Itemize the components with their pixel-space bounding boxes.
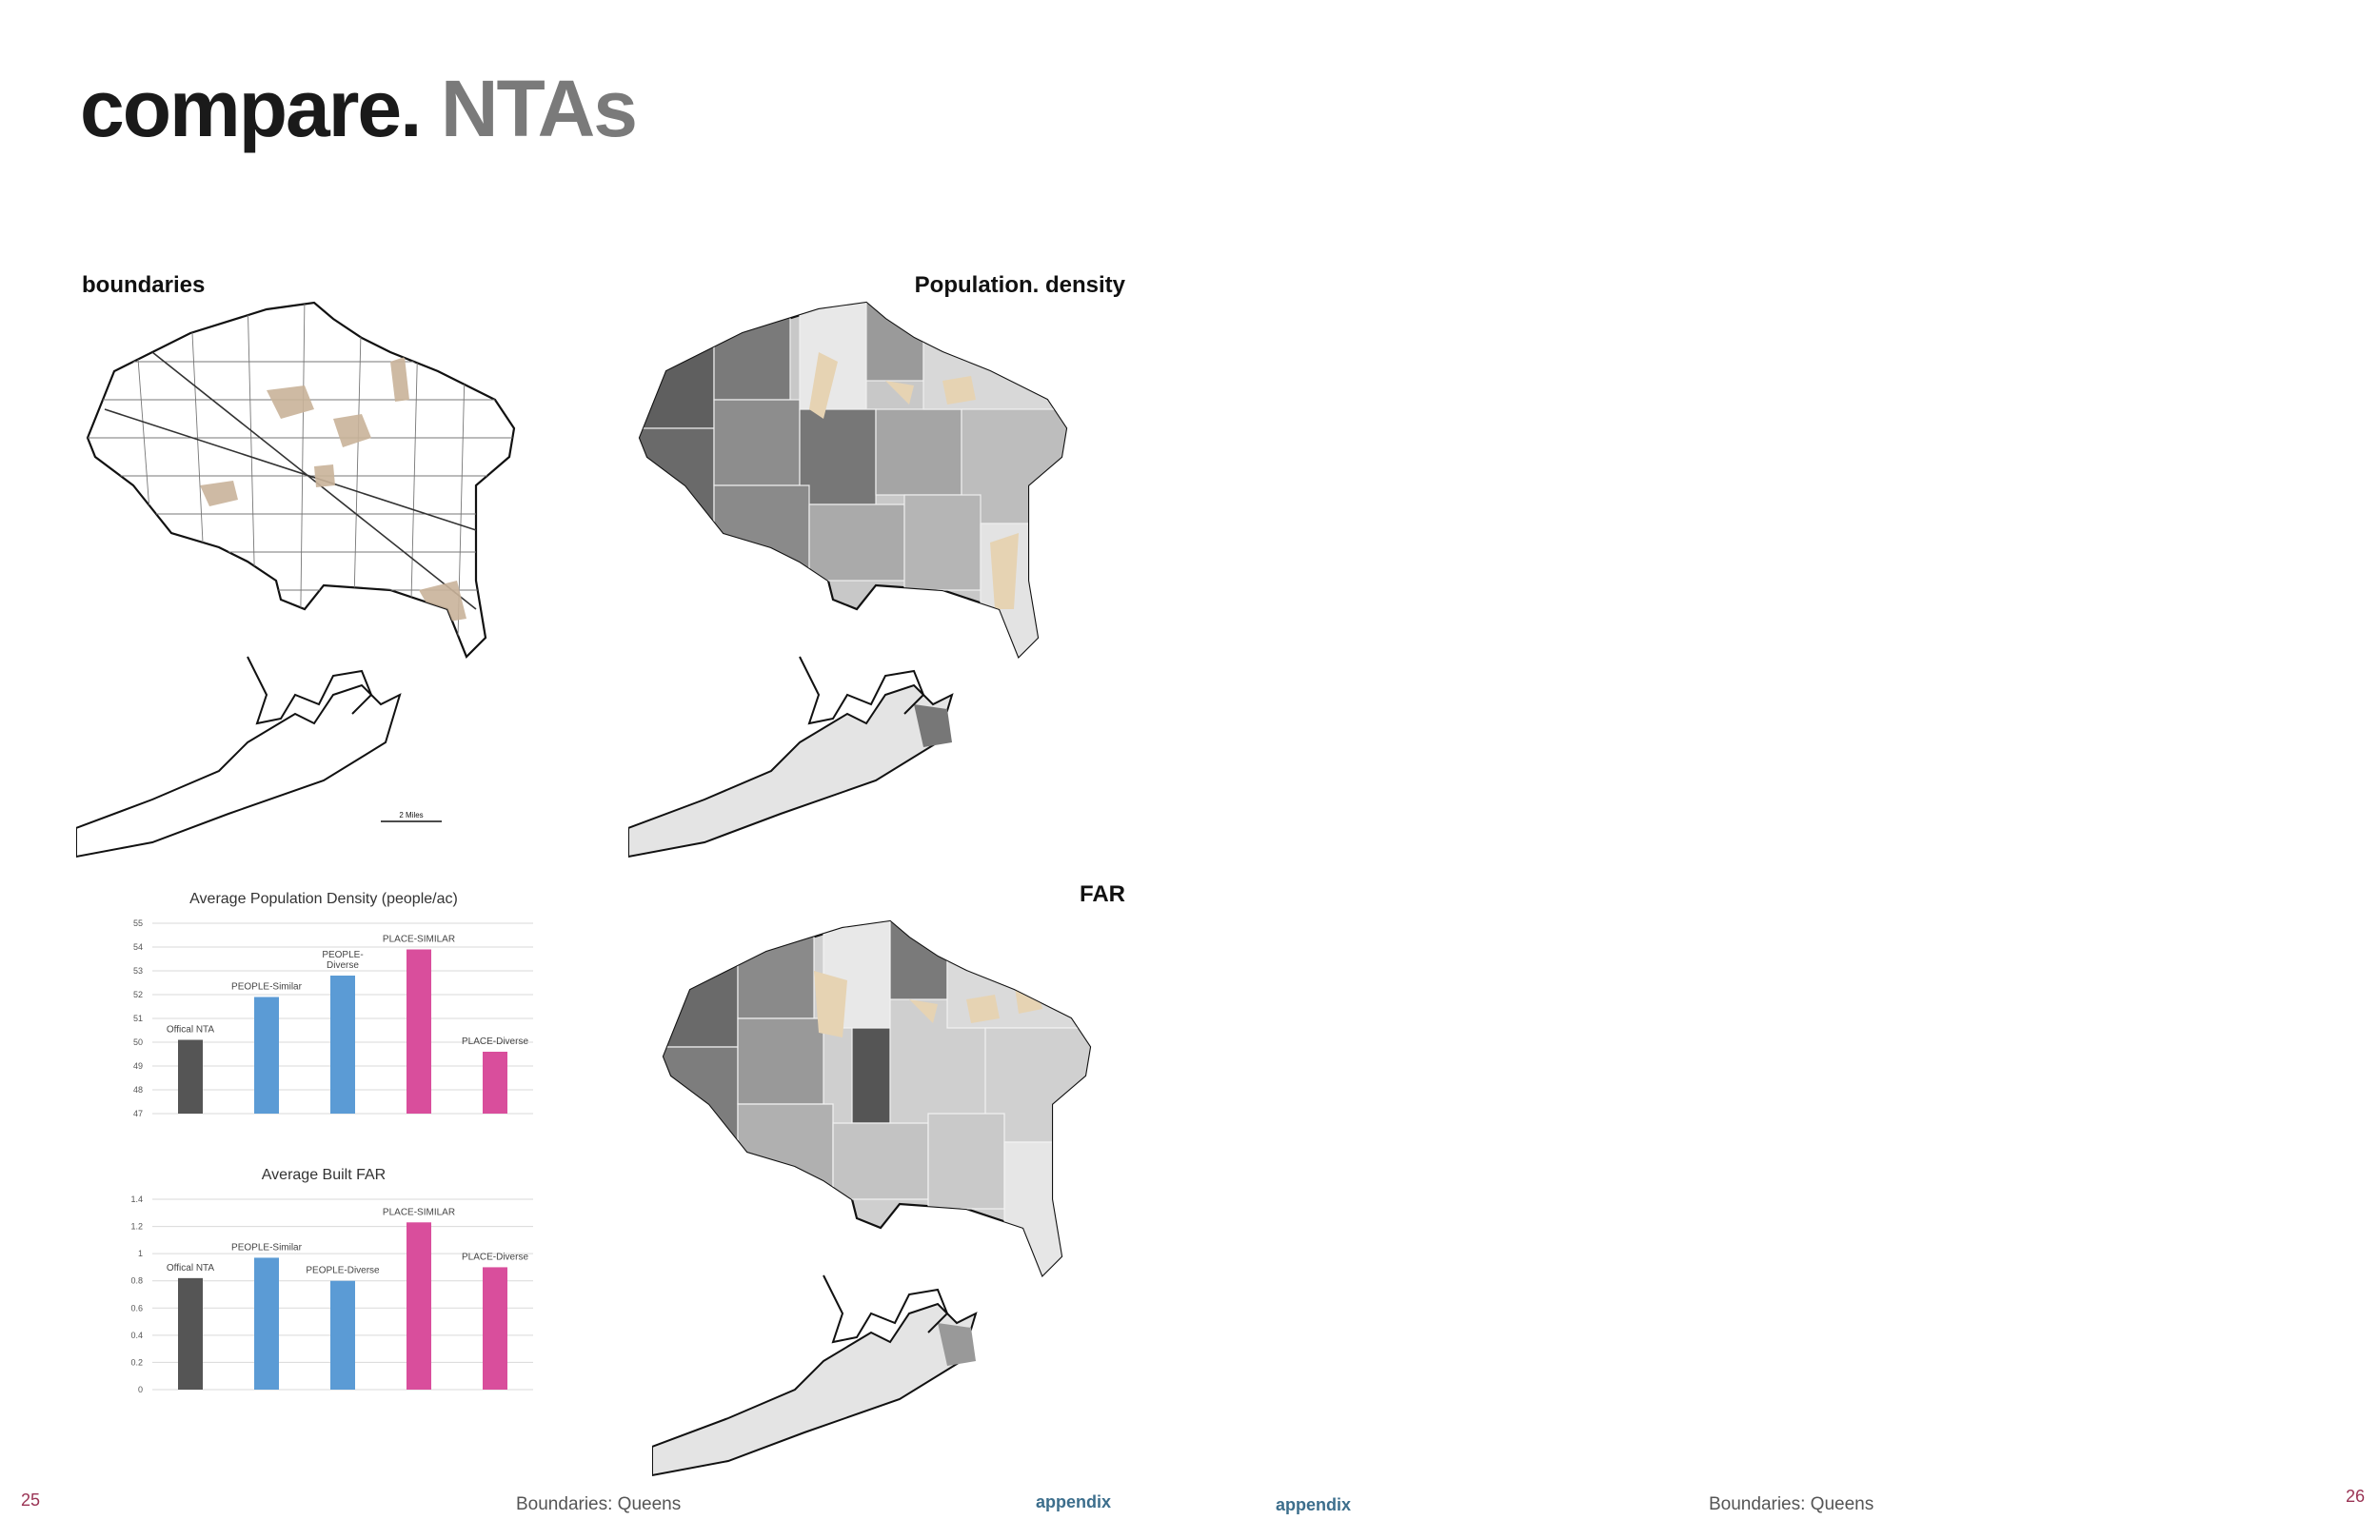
far-label: FAR	[1080, 881, 1125, 907]
title-sub: NTAs	[440, 64, 638, 153]
bar-data-label: PLACE-SIMILAR	[383, 935, 455, 945]
bar-place-diverse	[483, 1267, 507, 1390]
y-tick-label: 54	[133, 942, 143, 952]
y-tick-label: 0.8	[130, 1276, 143, 1286]
left-page-number: 25	[21, 1491, 41, 1510]
bar-data-label: PEOPLE-	[322, 950, 363, 960]
density-chart-title: Average Population Density (people/ac)	[189, 891, 458, 907]
bar-place-similar	[407, 949, 431, 1114]
y-tick-label: 48	[133, 1085, 143, 1095]
bar-data-label: Offical NTA	[167, 1263, 215, 1273]
y-tick-label: 51	[133, 1014, 143, 1023]
density-chart: 47 48 49 50 51 52 53 54 55 Offical NTA PEOPLE-Simi…	[133, 918, 533, 1118]
left-caption: Boundaries: Queens	[516, 1494, 682, 1514]
y-tick-label: 55	[133, 918, 143, 928]
y-tick-label: 1	[138, 1249, 143, 1258]
far-chart-title: Average Built FAR	[261, 1167, 387, 1183]
boundaries-label: boundaries	[82, 272, 206, 298]
bar-offical-nta	[178, 1277, 203, 1390]
bar-data-label: PLACE-SIMILAR	[383, 1207, 455, 1217]
bar-data-label: PLACE-Diverse	[462, 1037, 528, 1047]
scale-bar-label: 2 Miles	[399, 811, 423, 819]
bar-offical-nta	[178, 1039, 203, 1114]
right-page-number: 26	[2346, 1487, 2366, 1506]
bar-place-similar	[407, 1222, 431, 1390]
bar-people-similar	[254, 1257, 279, 1390]
y-tick-label: 0	[138, 1385, 143, 1394]
population-density-map	[628, 301, 1068, 859]
y-tick-label: 1.4	[130, 1194, 143, 1204]
bar-data-label: Offical NTA	[167, 1025, 215, 1036]
right-caption: Boundaries: Queens	[1709, 1494, 1874, 1514]
y-tick-label: 47	[133, 1109, 143, 1118]
bar-place-diverse	[483, 1052, 507, 1114]
population-density-label: Population. density	[914, 272, 1125, 298]
y-tick-label: 49	[133, 1061, 143, 1071]
far-map	[652, 919, 1092, 1477]
boundaries-map: 2 Miles	[76, 301, 516, 859]
y-tick-label: 0.4	[130, 1331, 143, 1340]
y-tick-label: 0.6	[130, 1303, 143, 1313]
far-chart: 0 0.2 0.4 0.6 0.8 1 1.2 1.4 Offical NTA PEOPLE-Si…	[130, 1194, 533, 1394]
bar-people-diverse	[330, 976, 355, 1114]
bar-people-similar	[254, 997, 279, 1114]
y-tick-label: 53	[133, 966, 143, 976]
y-tick-label: 50	[133, 1037, 143, 1047]
right-appendix-link[interactable]: appendix	[1276, 1495, 1352, 1514]
bar-data-label: PEOPLE-Similar	[231, 982, 303, 993]
y-tick-label: 1.2	[130, 1222, 143, 1232]
title-main: compare.	[80, 64, 422, 153]
bar-data-label: PLACE-Diverse	[462, 1252, 528, 1262]
left-appendix-link[interactable]: appendix	[1036, 1492, 1112, 1511]
y-tick-label: 0.2	[130, 1357, 143, 1367]
y-tick-label: 52	[133, 990, 143, 999]
page-title: compare. NTAs	[80, 69, 638, 148]
bar-people-diverse	[330, 1280, 355, 1390]
bar-data-label: PEOPLE-Diverse	[306, 1266, 380, 1276]
bar-data-label: Diverse	[327, 960, 359, 971]
bar-data-label: PEOPLE-Similar	[231, 1242, 303, 1253]
